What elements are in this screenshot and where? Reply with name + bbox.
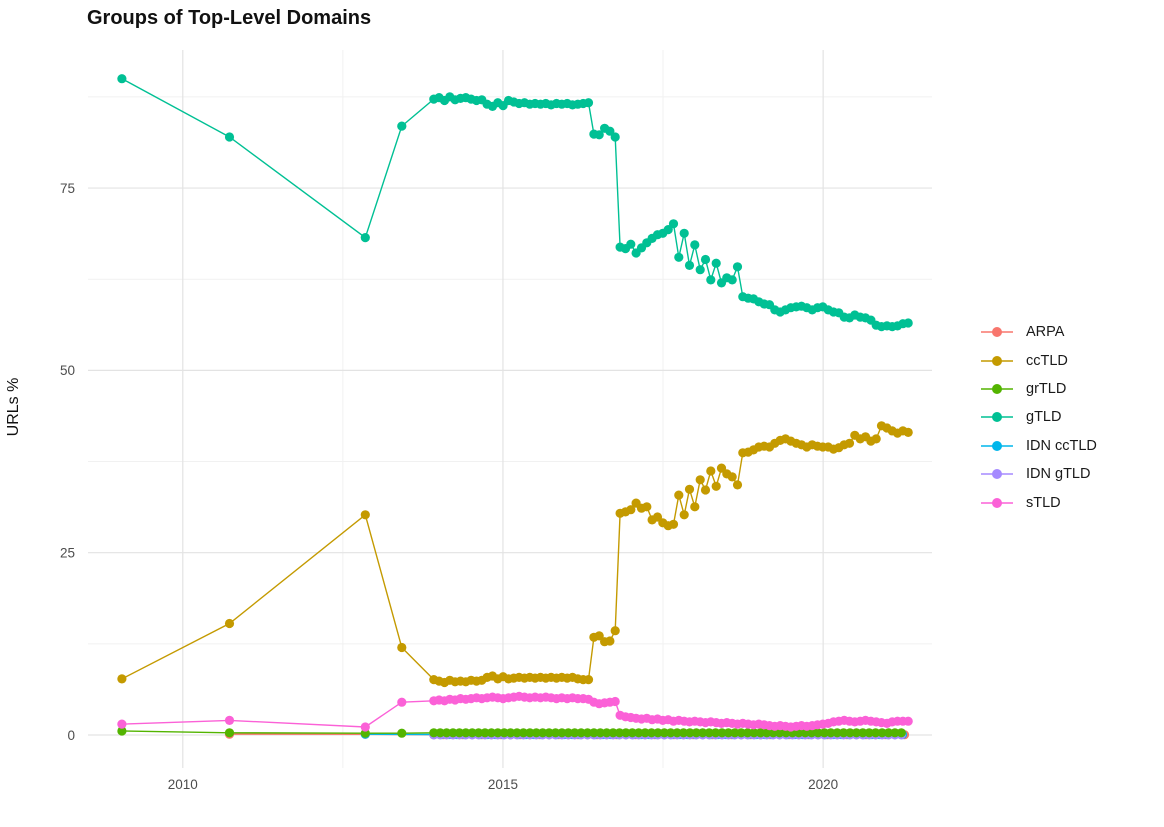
legend-key-icon <box>981 469 1013 480</box>
legend-label: gTLD <box>1026 409 1062 426</box>
legend-label: ccTLD <box>1026 352 1068 369</box>
gridlines-minor <box>88 50 932 768</box>
legend-key-icon <box>981 327 1013 338</box>
y-tick-label: 0 <box>67 728 75 743</box>
chart-title: Groups of Top-Level Domains <box>87 7 372 29</box>
legend-label: sTLD <box>1026 494 1061 511</box>
x-tick-label: 2015 <box>488 777 518 792</box>
legend-label: ARPA <box>1026 324 1065 341</box>
legend-label: grTLD <box>1026 380 1067 397</box>
series-gtld <box>117 74 913 332</box>
legend-key-icon <box>981 383 1013 394</box>
legend-item-grtld: grTLD <box>980 375 1097 403</box>
legend-item-cctld: ccTLD <box>980 346 1097 374</box>
gridlines-major <box>88 50 932 768</box>
legend-key-icon <box>981 440 1013 451</box>
legend: ARPA ccTLD grTLD gTLD IDN ccTLD IDN gTLD sTLD <box>980 318 1097 517</box>
axis-tick-labels: 0 25 50 75 2010 2015 2020 <box>60 181 838 792</box>
legend-item-idn-cctld: IDN ccTLD <box>980 432 1097 460</box>
y-tick-label: 25 <box>60 546 75 561</box>
x-tick-label: 2020 <box>808 777 838 792</box>
legend-label: IDN gTLD <box>1026 466 1091 483</box>
legend-key-icon <box>981 497 1013 508</box>
legend-item-idn-gtld: IDN gTLD <box>980 460 1097 488</box>
legend-label: IDN ccTLD <box>1026 437 1097 454</box>
y-tick-label: 50 <box>60 363 75 378</box>
x-tick-label: 2010 <box>168 777 198 792</box>
legend-item-stld: sTLD <box>980 488 1097 516</box>
legend-key-icon <box>981 355 1013 366</box>
y-tick-label: 75 <box>60 181 75 196</box>
series-stld <box>117 691 913 732</box>
legend-key-icon <box>981 412 1013 423</box>
legend-item-gtld: gTLD <box>980 403 1097 431</box>
legend-item-arpa: ARPA <box>980 318 1097 346</box>
series-cctld <box>117 421 913 688</box>
series-line-gtld <box>121 78 909 328</box>
